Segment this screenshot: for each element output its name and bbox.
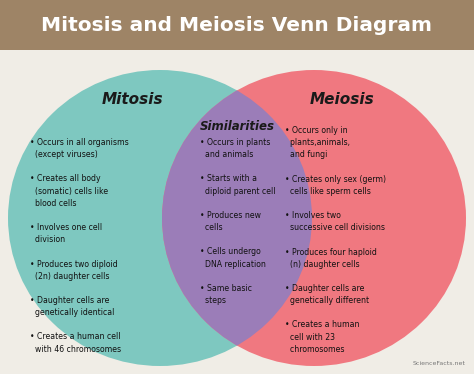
Text: ScienceFacts.net: ScienceFacts.net <box>413 361 466 366</box>
Ellipse shape <box>8 70 312 366</box>
Text: Meiosis: Meiosis <box>310 92 374 107</box>
Text: • Occurs in plants
  and animals

• Starts with a
  diploid parent cell

• Produ: • Occurs in plants and animals • Starts … <box>200 138 275 305</box>
Text: • Occurs only in
  plants,animals,
  and fungi

• Creates only sex (germ)
  cell: • Occurs only in plants,animals, and fun… <box>285 126 386 354</box>
Bar <box>0 0 474 50</box>
Ellipse shape <box>8 70 312 366</box>
Text: Mitosis: Mitosis <box>101 92 163 107</box>
Text: Mitosis and Meiosis Venn Diagram: Mitosis and Meiosis Venn Diagram <box>42 15 432 34</box>
Text: Similarities: Similarities <box>200 120 274 133</box>
Text: • Occurs in all organisms
  (except viruses)

• Creates all body
  (somatic) cel: • Occurs in all organisms (except viruse… <box>30 138 129 353</box>
Ellipse shape <box>162 70 466 366</box>
